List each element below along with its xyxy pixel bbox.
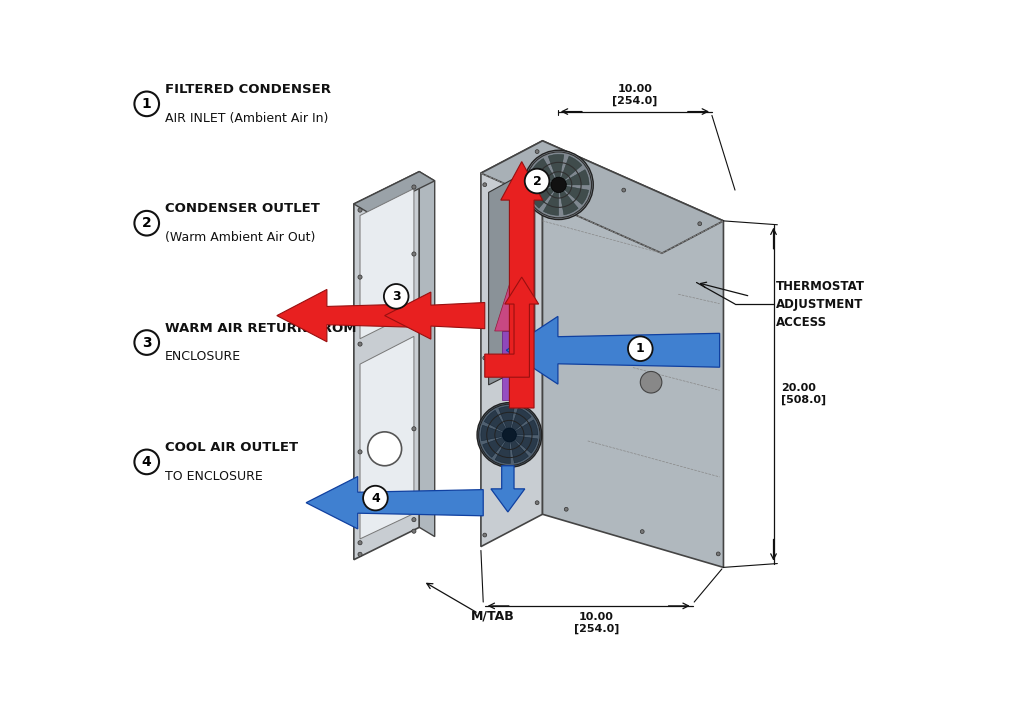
Circle shape xyxy=(358,450,362,454)
Circle shape xyxy=(412,427,416,431)
Text: TO ENCLOSURE: TO ENCLOSURE xyxy=(165,470,263,483)
Circle shape xyxy=(717,552,720,556)
Circle shape xyxy=(134,450,159,474)
Polygon shape xyxy=(481,141,543,546)
Circle shape xyxy=(640,529,644,534)
Text: 2: 2 xyxy=(532,175,542,188)
Polygon shape xyxy=(506,317,720,384)
Circle shape xyxy=(358,208,362,212)
Circle shape xyxy=(536,333,539,337)
Text: 1: 1 xyxy=(142,97,152,111)
Circle shape xyxy=(503,428,516,442)
Circle shape xyxy=(640,372,662,393)
Wedge shape xyxy=(496,435,510,463)
Polygon shape xyxy=(490,466,524,512)
Text: (Warm Ambient Air Out): (Warm Ambient Air Out) xyxy=(165,231,315,244)
Circle shape xyxy=(536,501,539,505)
Polygon shape xyxy=(354,171,419,560)
Polygon shape xyxy=(501,161,543,408)
Circle shape xyxy=(628,336,652,361)
Wedge shape xyxy=(559,170,589,185)
Circle shape xyxy=(524,168,549,193)
Text: THERMOSTAT
ADJUSTMENT
ACCESS: THERMOSTAT ADJUSTMENT ACCESS xyxy=(776,280,865,329)
Circle shape xyxy=(134,92,159,116)
Wedge shape xyxy=(559,185,589,204)
Circle shape xyxy=(564,508,568,511)
Wedge shape xyxy=(532,159,559,185)
Circle shape xyxy=(546,154,550,159)
Circle shape xyxy=(483,356,486,360)
Wedge shape xyxy=(530,185,559,208)
Circle shape xyxy=(412,529,416,533)
Polygon shape xyxy=(543,141,724,568)
Circle shape xyxy=(134,211,159,235)
Polygon shape xyxy=(484,277,539,377)
Text: FILTERED CONDENSER: FILTERED CONDENSER xyxy=(165,83,331,96)
Text: WARM AIR RETURN FROM: WARM AIR RETURN FROM xyxy=(165,322,356,335)
Circle shape xyxy=(358,552,362,556)
Polygon shape xyxy=(276,290,419,342)
Circle shape xyxy=(384,284,409,309)
Wedge shape xyxy=(482,435,509,458)
Text: M/TAB: M/TAB xyxy=(471,610,514,623)
Circle shape xyxy=(524,150,593,219)
Wedge shape xyxy=(544,185,559,215)
Wedge shape xyxy=(548,154,564,185)
Wedge shape xyxy=(559,185,579,215)
Text: ENCLOSURE: ENCLOSURE xyxy=(165,350,242,363)
Circle shape xyxy=(134,330,159,355)
Circle shape xyxy=(483,183,486,187)
Wedge shape xyxy=(484,410,509,435)
Circle shape xyxy=(368,432,401,466)
Text: 4: 4 xyxy=(142,455,152,469)
Polygon shape xyxy=(385,292,484,339)
Wedge shape xyxy=(481,425,509,441)
Polygon shape xyxy=(495,277,528,331)
Text: 3: 3 xyxy=(142,336,152,350)
Polygon shape xyxy=(502,331,521,400)
Wedge shape xyxy=(499,407,514,435)
Wedge shape xyxy=(509,408,531,435)
Circle shape xyxy=(412,319,416,323)
Polygon shape xyxy=(360,336,414,539)
Text: 3: 3 xyxy=(392,290,400,303)
Polygon shape xyxy=(481,141,724,253)
Text: 2: 2 xyxy=(142,216,152,231)
Wedge shape xyxy=(509,420,538,435)
Polygon shape xyxy=(360,188,414,338)
Circle shape xyxy=(697,222,701,226)
Text: 1: 1 xyxy=(636,342,645,355)
Polygon shape xyxy=(354,171,435,213)
Text: AIR INLET (Ambient Air In): AIR INLET (Ambient Air In) xyxy=(165,111,329,125)
Wedge shape xyxy=(528,174,559,190)
Text: COOL AIR OUTLET: COOL AIR OUTLET xyxy=(165,441,298,454)
Wedge shape xyxy=(509,435,538,453)
Circle shape xyxy=(536,149,539,154)
Text: 10.00
[254.0]: 10.00 [254.0] xyxy=(612,85,657,106)
Circle shape xyxy=(483,533,486,537)
Text: CONDENSER OUTLET: CONDENSER OUTLET xyxy=(165,202,321,216)
Text: 10.00
[254.0]: 10.00 [254.0] xyxy=(573,612,620,634)
Wedge shape xyxy=(559,157,582,185)
Circle shape xyxy=(358,342,362,346)
Polygon shape xyxy=(306,477,483,529)
Circle shape xyxy=(364,486,388,510)
Text: 4: 4 xyxy=(371,491,380,505)
Polygon shape xyxy=(419,171,435,537)
Circle shape xyxy=(358,275,362,279)
Circle shape xyxy=(412,252,416,256)
Polygon shape xyxy=(488,167,535,385)
Circle shape xyxy=(358,541,362,545)
Circle shape xyxy=(551,177,566,192)
Circle shape xyxy=(499,364,509,374)
Text: 20.00
[508.0]: 20.00 [508.0] xyxy=(781,384,826,405)
Wedge shape xyxy=(509,435,528,463)
Circle shape xyxy=(477,403,542,467)
Circle shape xyxy=(622,188,626,192)
Circle shape xyxy=(412,517,416,522)
Circle shape xyxy=(412,185,416,189)
